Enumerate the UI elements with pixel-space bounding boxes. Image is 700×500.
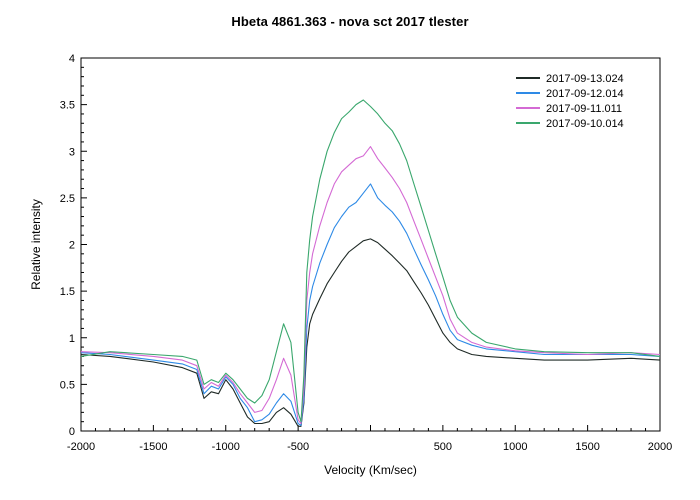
x-tick-label: 500	[434, 441, 452, 453]
x-axis-label: Velocity (Km/sec)	[324, 463, 417, 477]
x-tick-label: -500	[287, 441, 309, 453]
y-tick-label: 4	[69, 53, 75, 65]
x-tick-label: 2000	[648, 441, 672, 453]
y-tick-label: 2.5	[60, 193, 75, 205]
series-layer	[80, 99, 661, 427]
x-tick-label: -1000	[212, 441, 240, 453]
y-tick-label: 2	[69, 240, 75, 252]
legend: 2017-09-13.024 2017-09-12.014 2017-09-11.0…	[516, 73, 624, 130]
y-tick-label: 1.5	[60, 286, 75, 298]
plot-area	[80, 57, 661, 432]
x-axis-ticks: -2000 -1500 -1000 -500 500 1000 1500 2000	[67, 425, 672, 453]
legend-label: 2017-09-11.011	[546, 103, 622, 115]
x-tick-label: 1500	[575, 441, 599, 453]
y-axis-label: Relative intensity	[29, 199, 43, 290]
series-line-3	[80, 146, 661, 425]
y-tick-label: 0.5	[60, 379, 75, 391]
legend-label: 2017-09-13.024	[546, 73, 624, 85]
legend-label: 2017-09-12.014	[546, 88, 624, 100]
legend-label: 2017-09-10.014	[546, 118, 624, 130]
x-tick-label: 1000	[503, 441, 527, 453]
y-tick-label: 0	[69, 426, 75, 438]
series-line-4	[80, 99, 661, 423]
y-tick-label: 1	[69, 333, 75, 345]
chart-title: Hbeta 4861.363 - nova sct 2017 tlester	[231, 14, 469, 29]
x-tick-label: -1500	[139, 441, 167, 453]
series-line-1	[80, 238, 661, 427]
y-axis-ticks: 0 0.5 1 1.5 2 2.5 3 3.5 4	[60, 53, 87, 438]
y-tick-label: 3.5	[60, 100, 75, 112]
x-tick-label: -2000	[67, 441, 95, 453]
series-line-2	[80, 183, 661, 426]
y-tick-label: 3	[69, 146, 75, 158]
